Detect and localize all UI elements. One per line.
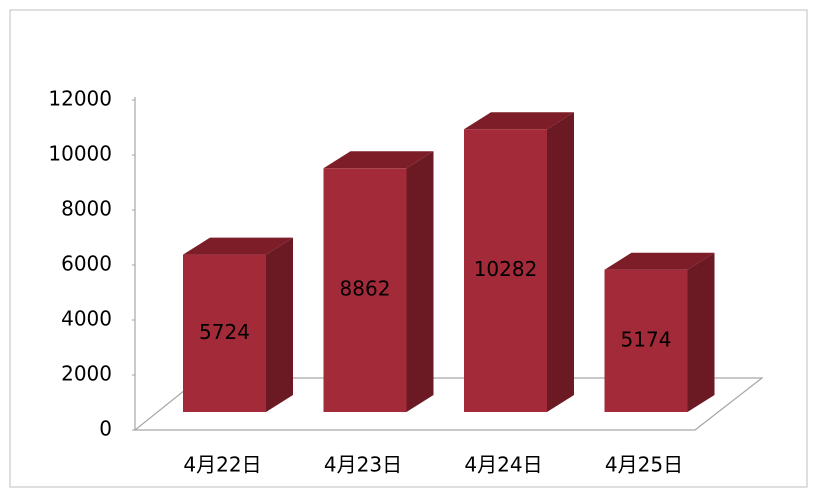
y-tick-label: 10000	[48, 142, 112, 166]
bar-side	[266, 237, 293, 412]
y-tick-label: 2000	[61, 362, 112, 386]
bar	[323, 168, 407, 412]
value-label: 5174	[621, 327, 672, 351]
value-label: 8862	[340, 277, 391, 301]
bar-side	[406, 151, 434, 413]
x-tick-label: 4月23日	[324, 453, 402, 477]
bar	[604, 269, 688, 412]
bar-top	[464, 112, 574, 130]
y-tick-label: 8000	[61, 197, 112, 221]
bar-side	[547, 112, 574, 413]
bar-top	[604, 252, 715, 270]
x-tick-label: 4月22日	[183, 453, 261, 477]
value-label: 10282	[474, 257, 538, 281]
y-tick-label: 4000	[61, 307, 112, 331]
y-tick-label: 12000	[48, 87, 112, 111]
value-label: 5724	[199, 320, 250, 344]
x-tick-label: 4月24日	[464, 453, 542, 477]
y-tick-label: 6000	[61, 252, 112, 276]
bar	[183, 254, 266, 412]
bar	[464, 129, 547, 412]
bar-top	[183, 237, 293, 255]
x-tick-label: 4月25日	[605, 453, 683, 477]
bar-top	[323, 151, 434, 169]
bar-side	[687, 252, 715, 412]
y-tick-label: 0	[99, 417, 112, 441]
